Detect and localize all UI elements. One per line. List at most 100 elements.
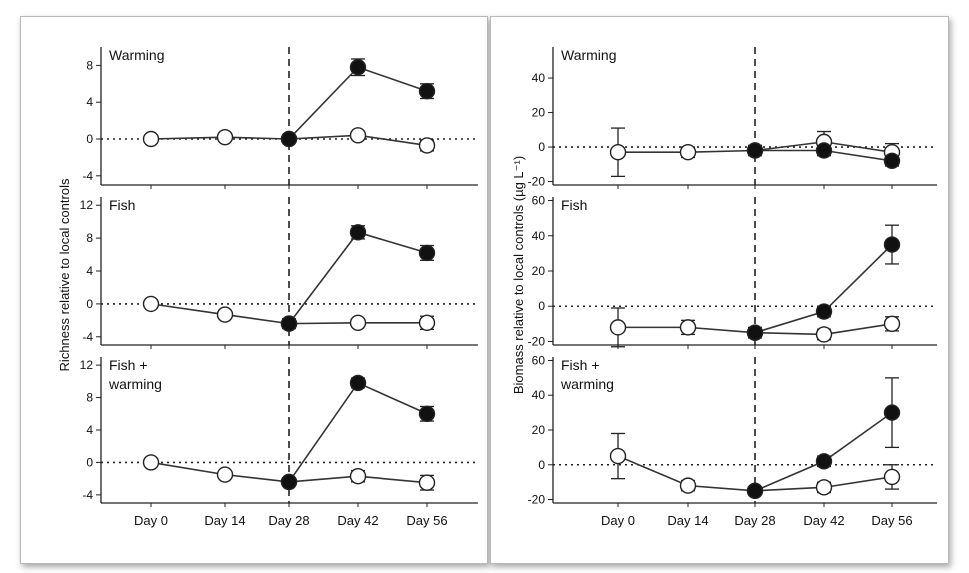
right-warming-open-point-day-14 [679, 144, 697, 161]
left-warming-open-point-day-56 [418, 137, 436, 154]
left-fish-warming-panel-label-line: warming [108, 376, 162, 392]
right-fish-warming-open-point-day-56 [883, 468, 901, 486]
left-fish-ytick-label--4: -4 [82, 330, 93, 344]
left-xaxis-label-day-56: Day 56 [406, 513, 447, 528]
left-warming-ytick-label--4: -4 [82, 169, 93, 183]
left-warming-filled-point-day-42 [349, 59, 367, 76]
right-fish-warming-panel-label-line: Fish + [561, 357, 600, 373]
left-fish-open-point-day-42 [349, 314, 367, 331]
left-fish-ytick-label-12: 12 [80, 198, 94, 212]
right-fish-panel: -20 0 20 40 60 Fish [528, 194, 937, 349]
left-warming-panel-label-line: Warming [109, 47, 165, 63]
right-fish-warming-filled-series-line [754, 411, 893, 492]
right-warming-panel-label: Warming [561, 47, 617, 63]
right-xaxis-label-day-28: Day 28 [734, 513, 775, 528]
left-fish-ytick-label-4: 4 [86, 264, 93, 278]
left-warming-filled-point-day-28 [280, 130, 298, 148]
left-fish-warming-filled-point-day-28 [280, 473, 298, 491]
right-warming-top-mask [523, 17, 923, 43]
left-fish-warming-ytick-label-8: 8 [86, 391, 93, 405]
right-warming-ytick-label-20: 20 [532, 106, 546, 120]
richness-figure-frame: -4 0 4 8 Warming -4 0 4 8 12 Fish -4 0 4 8 12 Fish + warm… [20, 16, 488, 564]
left-fish-warming-open-point-day-0 [142, 454, 160, 471]
right-fish-warming-panel-label: Fish + warming [560, 357, 614, 392]
left-fish-open-point-day-14 [216, 306, 234, 323]
right-fish-warming-panel-label-line: warming [560, 376, 614, 392]
left-warming-open-point-day-0 [142, 130, 160, 148]
right-warming-panel-label-line: Warming [561, 47, 617, 63]
right-fish-ytick-label-0: 0 [538, 299, 545, 313]
right-warming-ytick-label--20: -20 [528, 175, 546, 189]
left-fish-ytick-label-0: 0 [86, 297, 93, 311]
left-xaxis-label-day-14: Day 14 [204, 513, 245, 528]
left-fish-warming-panel-label: Fish + warming [108, 357, 162, 392]
left-fish-warming-filled-series-line [288, 381, 428, 483]
biomass-chart: -20 0 20 40 Warming -20 0 20 40 60 Fish -20 0 20 40 60 F… [511, 17, 937, 528]
left-warming-top-mask [71, 17, 471, 43]
biomass-figure-frame: -20 0 20 40 Warming -20 0 20 40 60 Fish -20 0 20 40 60 F… [490, 16, 949, 564]
left-fish-warming-filled-point-day-42 [349, 374, 367, 392]
left-xaxis-label-day-0: Day 0 [134, 513, 168, 528]
right-fish-warming-filled-point-day-42 [815, 453, 833, 470]
left-fish-warming-ytick-label-0: 0 [86, 455, 93, 469]
right-xaxis-label-day-0: Day 0 [601, 513, 635, 528]
right-fish-warming-open-point-day-0 [609, 447, 627, 465]
right-fish-warming-open-point-day-42 [815, 479, 833, 496]
right-fish-warming-filled-point-day-56 [883, 404, 901, 421]
right-fish-warming-ytick-label-0: 0 [538, 458, 545, 472]
left-warming-filled-point-day-56 [418, 82, 436, 100]
right-fish-open-point-day-0 [609, 319, 627, 336]
right-fish-ytick-label-40: 40 [532, 229, 546, 243]
right-fish-warming-panel: -20 0 20 40 60 Fish + warming [528, 353, 937, 507]
left-warming-ytick-label-0: 0 [86, 132, 93, 146]
right-fish-open-point-day-42 [815, 326, 833, 343]
left-warming-panel-label: Warming [109, 47, 165, 63]
left-fish-filled-point-day-56 [418, 244, 436, 262]
left-warming-open-point-day-14 [216, 128, 234, 146]
right-fish-filled-point-day-56 [883, 236, 901, 253]
left-fish-warming-panel: -4 0 4 8 12 Fish + warming [80, 357, 478, 507]
right-fish-warming-open-point-day-14 [679, 477, 697, 494]
right-warming-filled-point-day-28 [746, 142, 764, 159]
right-warming-ytick-label-0: 0 [538, 140, 545, 154]
left-xaxis-label-day-42: Day 42 [337, 513, 378, 528]
left-warming-ytick-label-4: 4 [86, 95, 93, 109]
right-fish-panel-label-line: Fish [561, 197, 587, 213]
left-fish-filled-series-line [288, 231, 428, 325]
right-fish-warming-filled-point-day-28 [746, 482, 764, 500]
left-warming-open-point-day-42 [349, 127, 367, 144]
right-fish-filled-point-day-42 [815, 303, 833, 320]
left-fish-panel-label-line: Fish [109, 197, 135, 213]
right-warming-ytick-label-40: 40 [532, 71, 546, 85]
right-xaxis-label-day-56: Day 56 [871, 513, 912, 528]
right-fish-ytick-label-60: 60 [532, 194, 546, 208]
left-warming-panel: -4 0 4 8 Warming [71, 17, 478, 189]
left-fish-warming-filled-point-day-56 [418, 405, 436, 422]
left-xaxis-label-day-28: Day 28 [268, 513, 309, 528]
richness-chart: -4 0 4 8 Warming -4 0 4 8 12 Fish -4 0 4 8 12 Fish + warm… [57, 17, 478, 528]
left-y-axis-title: Richness relative to local controls [57, 178, 72, 371]
right-fish-panel-label: Fish [561, 197, 587, 213]
right-xaxis-label-day-14: Day 14 [667, 513, 708, 528]
right-warming-open-point-day-0 [609, 144, 627, 161]
right-fish-warming-ytick-label-40: 40 [532, 388, 546, 402]
left-fish-panel-label: Fish [109, 197, 135, 213]
right-warming-filled-point-day-42 [815, 142, 833, 159]
right-fish-warming-ytick-label-60: 60 [532, 353, 546, 367]
left-fish-filled-point-day-42 [349, 224, 367, 241]
left-fish-warming-ytick-label-4: 4 [86, 423, 93, 437]
left-fish-warming-panel-label-line: Fish + [109, 357, 148, 373]
left-fish-warming-open-point-day-42 [349, 468, 367, 485]
right-xaxis-label-day-42: Day 42 [803, 513, 844, 528]
left-fish-open-point-day-0 [142, 295, 160, 313]
right-fish-warming-ytick-label-20: 20 [532, 423, 546, 437]
right-warming-filled-point-day-56 [883, 152, 901, 170]
left-fish-panel: -4 0 4 8 12 Fish [80, 197, 478, 349]
right-fish-warming-ytick-label--20: -20 [528, 493, 546, 507]
right-fish-open-point-day-56 [883, 315, 901, 333]
left-fish-warming-ytick-label--4: -4 [82, 488, 93, 502]
right-fish-filled-point-day-28 [746, 324, 764, 341]
left-fish-ytick-label-8: 8 [86, 231, 93, 245]
right-warming-panel: -20 0 20 40 Warming [523, 17, 937, 189]
right-fish-ytick-label-20: 20 [532, 264, 546, 278]
